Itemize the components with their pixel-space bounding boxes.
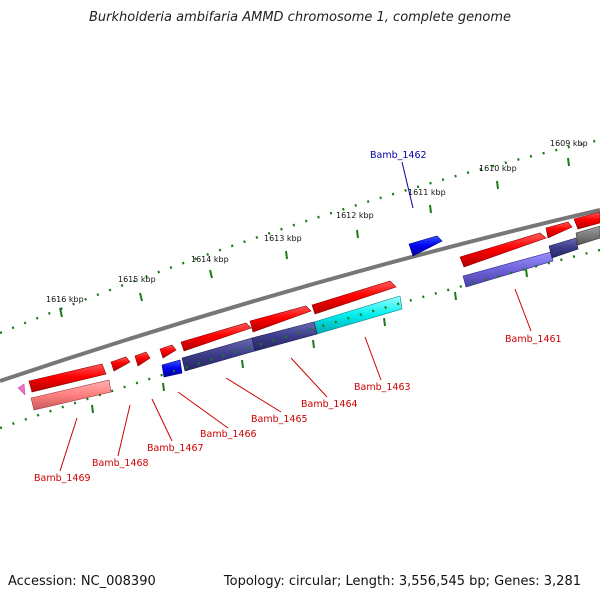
gene-bamb-1465-lower[interactable] — [181, 337, 256, 372]
gene-bamb-1466-lower[interactable] — [161, 359, 183, 378]
gene-label-bamb-1465: Bamb_1465 — [251, 414, 308, 425]
gene-bamb-1469-upper[interactable] — [28, 363, 107, 393]
tick-label-1609: 1609 kbp — [550, 139, 588, 148]
gene-bamb-1461-lower[interactable] — [462, 251, 554, 288]
gene-bamb-1464-upper[interactable] — [249, 305, 312, 333]
outer-tick-ruler — [0, 138, 600, 335]
gene-label-bamb-1469: Bamb_1469 — [34, 473, 91, 484]
gene-label-bamb-1467: Bamb_1467 — [147, 443, 204, 454]
gene-red-2[interactable] — [573, 211, 600, 230]
gene-bamb-1468-upper[interactable] — [110, 356, 131, 372]
gene-gray[interactable] — [575, 225, 600, 246]
tick-label-1610: 1610 kbp — [479, 164, 517, 173]
tick-label-1611: 1611 kbp — [408, 188, 446, 197]
gene-label-bamb-1466: Bamb_1466 — [200, 429, 257, 440]
tick-label-1612: 1612 kbp — [336, 211, 374, 220]
gene-bamb-1465-upper[interactable] — [180, 322, 252, 352]
genome-stats-label: Topology: circular; Length: 3,556,545 bp… — [223, 574, 581, 589]
gene-label-bamb-1462: Bamb_1462 — [370, 150, 427, 161]
gene-label-bamb-1463: Bamb_1463 — [354, 382, 411, 393]
gene-bamb-1469-lower[interactable] — [30, 379, 112, 411]
gene-red-1[interactable] — [545, 221, 573, 239]
gene-bamb-1462[interactable] — [408, 235, 443, 257]
gene-label-bamb-1461: Bamb_1461 — [505, 334, 562, 345]
reverse-gene-track — [30, 237, 579, 411]
gene-bamb-1461-upper[interactable] — [459, 232, 547, 268]
tick-label-1616: 1616 kbp — [46, 295, 84, 304]
gene-label-bamb-1464: Bamb_1464 — [301, 399, 358, 410]
chromosome-backbone — [0, 208, 600, 383]
gene-label-bamb-1468: Bamb_1468 — [92, 458, 149, 469]
gene-bamb-1467-upper[interactable] — [134, 351, 151, 367]
map-title: Burkholderia ambifaria AMMD chromosome 1… — [88, 10, 512, 25]
forward-gene-track — [17, 211, 600, 396]
gene-pink-arrow[interactable] — [17, 383, 26, 396]
tick-label-1613: 1613 kbp — [264, 234, 302, 243]
tick-label-1615: 1615 kbp — [118, 275, 156, 284]
tick-label-1614: 1614 kbp — [191, 255, 229, 264]
gene-navy-right[interactable] — [548, 237, 579, 259]
label-leader-lines — [59, 161, 532, 472]
gene-bamb-1463-upper[interactable] — [311, 280, 397, 315]
inner-tick-ruler — [0, 248, 600, 430]
accession-label: Accession: NC_008390 — [8, 574, 156, 589]
gene-bamb-1466-upper[interactable] — [159, 344, 177, 359]
